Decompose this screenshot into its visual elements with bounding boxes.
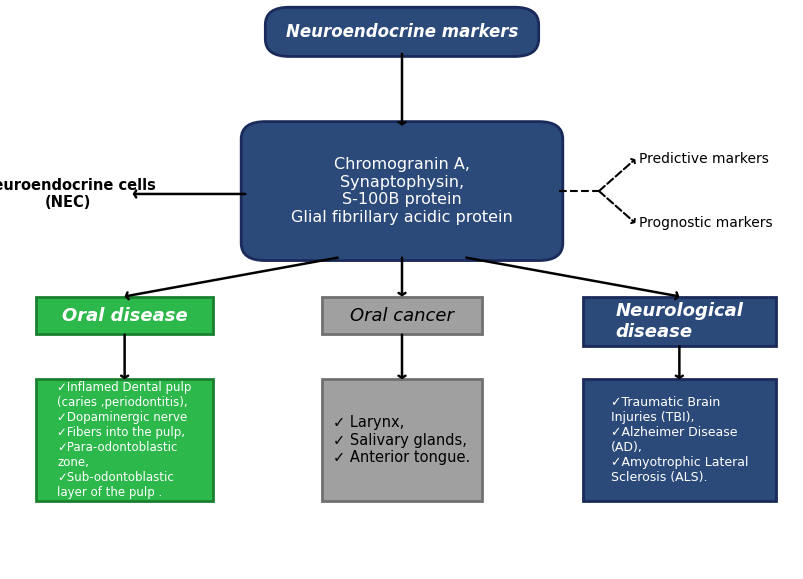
Text: ✓Traumatic Brain
Injuries (TBI),
✓Alzheimer Disease
(AD),
✓Amyotrophic Lateral
S: ✓Traumatic Brain Injuries (TBI), ✓Alzhei… [609,396,748,484]
Text: Neurological
disease: Neurological disease [614,302,743,341]
Text: Oral disease: Oral disease [62,306,187,325]
Text: Prognostic markers: Prognostic markers [638,216,772,230]
FancyBboxPatch shape [265,8,538,57]
Text: ✓Inflamed Dental pulp
(caries ,periodontitis),
✓Dopaminergic nerve
✓Fibers into : ✓Inflamed Dental pulp (caries ,periodont… [57,381,192,499]
Bar [321,297,482,335]
Text: Neuroendocrine cells
(NEC): Neuroendocrine cells (NEC) [0,178,156,210]
Bar [36,379,213,501]
Bar [321,379,482,501]
Bar [36,297,213,335]
Text: ✓ Larynx,
✓ Salivary glands,
✓ Anterior tongue.: ✓ Larynx, ✓ Salivary glands, ✓ Anterior … [333,415,470,465]
Text: Predictive markers: Predictive markers [638,152,768,166]
FancyBboxPatch shape [241,122,562,261]
Bar [582,296,775,346]
Bar [582,379,775,501]
Text: Oral cancer: Oral cancer [349,306,454,325]
Text: Neuroendocrine markers: Neuroendocrine markers [285,23,518,41]
Text: Chromogranin A,
Synaptophysin,
S-100B protein
Glial fibrillary acidic protein: Chromogranin A, Synaptophysin, S-100B pr… [291,157,512,225]
